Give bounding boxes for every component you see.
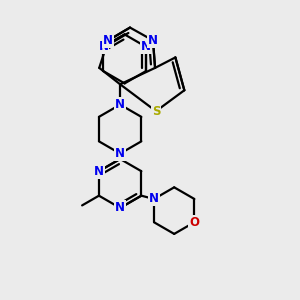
Text: N: N bbox=[148, 34, 158, 47]
Text: N: N bbox=[115, 147, 125, 160]
Text: N: N bbox=[149, 193, 159, 206]
Text: S: S bbox=[152, 105, 160, 118]
Text: N: N bbox=[94, 165, 104, 178]
Text: O: O bbox=[189, 216, 200, 229]
Text: N: N bbox=[115, 98, 125, 111]
Text: N: N bbox=[115, 201, 125, 214]
Text: N: N bbox=[141, 40, 151, 53]
Text: N: N bbox=[103, 34, 113, 47]
Text: N: N bbox=[98, 40, 108, 53]
